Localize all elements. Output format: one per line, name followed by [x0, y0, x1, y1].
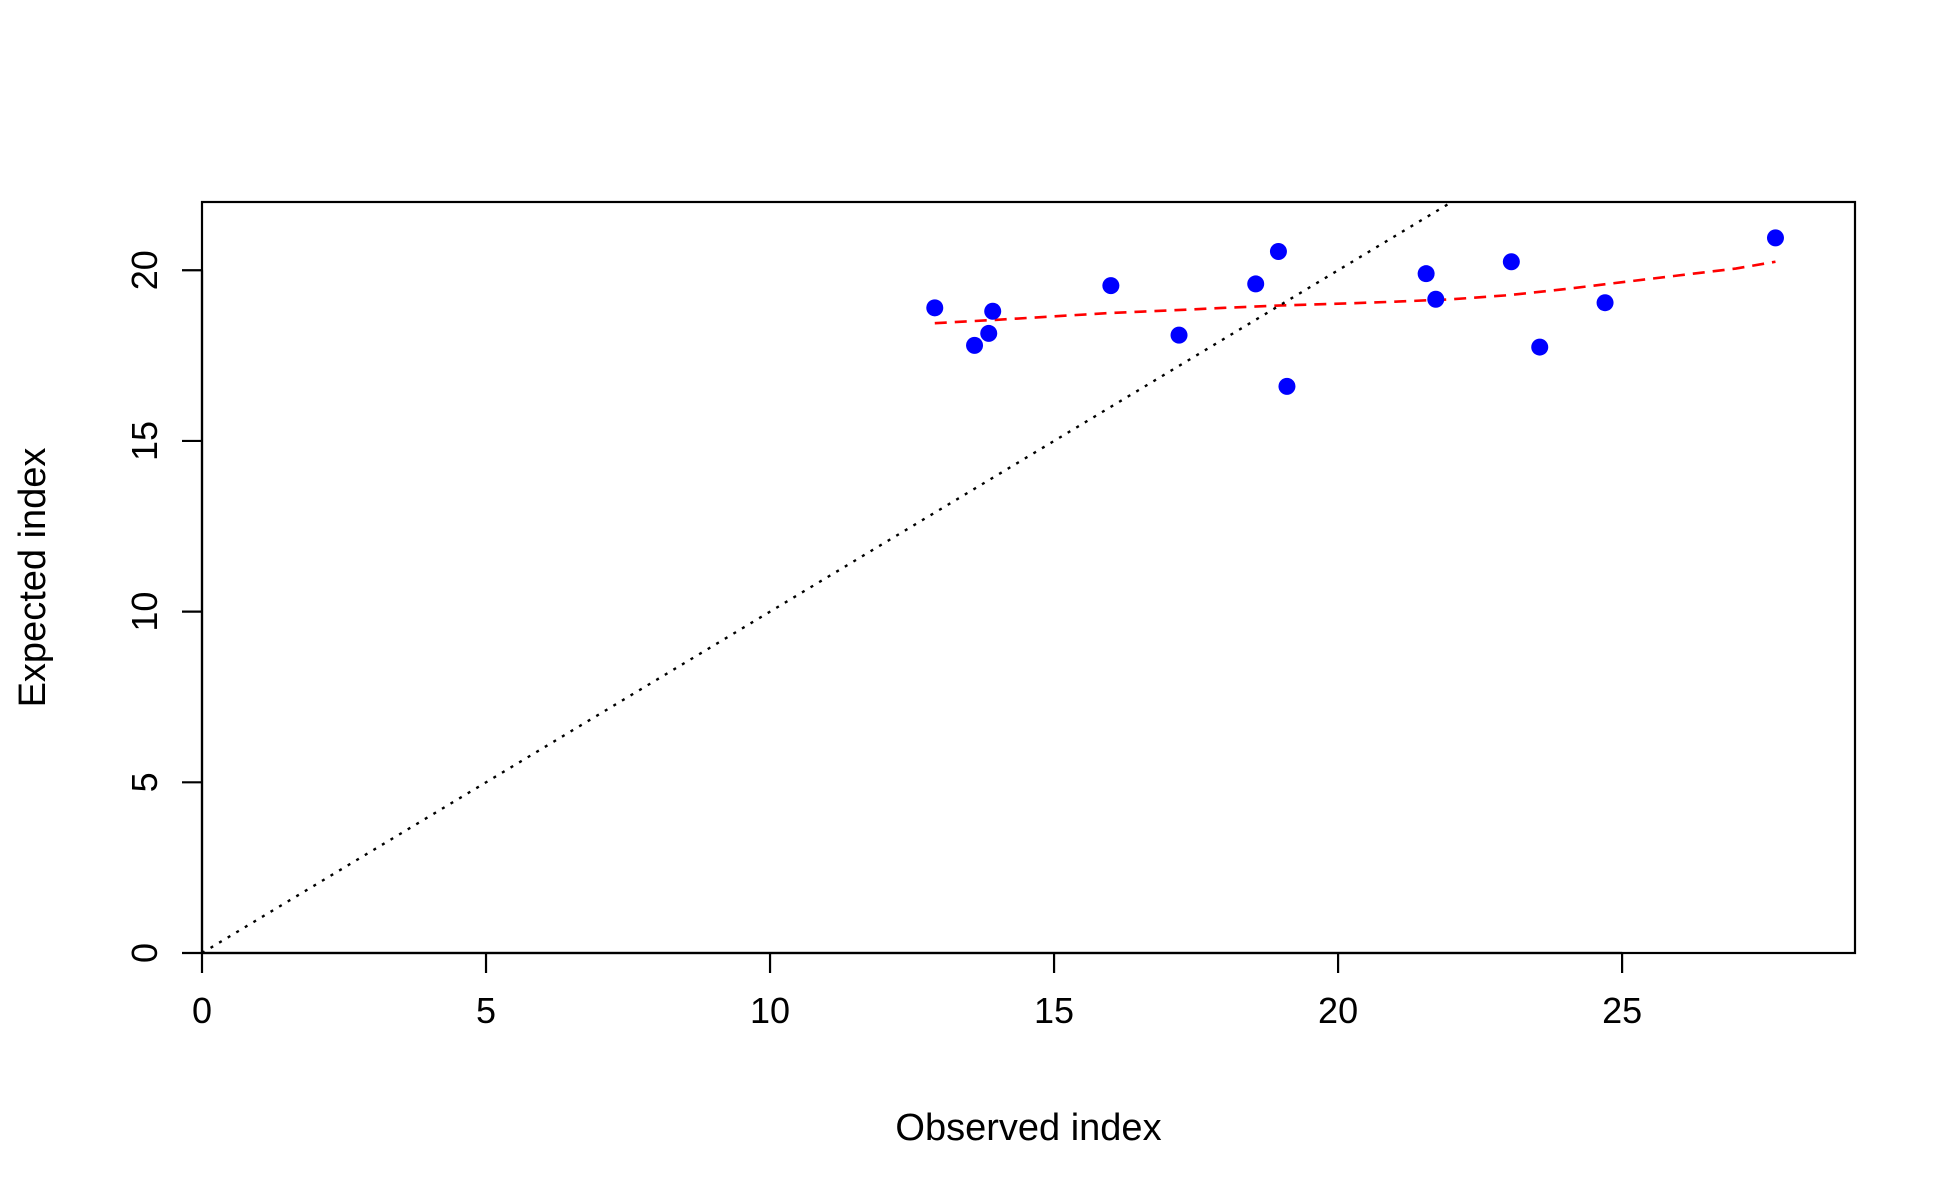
data-point [1766, 229, 1784, 247]
data-point [966, 336, 984, 354]
x-tick-label: 15 [1034, 990, 1074, 1031]
data-point [984, 302, 1002, 320]
x-tick-label: 25 [1602, 990, 1642, 1031]
data-point [1247, 275, 1265, 293]
x-axis-title: Observed index [895, 1107, 1161, 1149]
x-tick-label: 10 [750, 990, 790, 1031]
data-point [1502, 253, 1520, 271]
data-point [1427, 290, 1445, 308]
trend-line [934, 260, 1776, 325]
y-tick-label: 10 [124, 592, 165, 632]
y-axis-title: Expected index [12, 448, 54, 708]
data-point [926, 299, 944, 317]
data-point [1269, 242, 1287, 260]
data-point [1278, 377, 1296, 395]
data-point [1596, 294, 1614, 312]
data-point [1102, 277, 1120, 295]
y-tick-label: 5 [124, 772, 165, 792]
data-point [1417, 265, 1435, 283]
plot-frame [200, 200, 1857, 955]
reference-line-y-equals-x [202, 202, 1453, 953]
x-tick-label: 0 [192, 990, 212, 1031]
y-tick-label: 0 [124, 943, 165, 963]
x-tick-label: 20 [1318, 990, 1358, 1031]
x-tick-label: 5 [476, 990, 496, 1031]
y-tick-label: 15 [124, 421, 165, 461]
data-point [980, 324, 998, 342]
data-point [1170, 326, 1188, 344]
y-tick-label: 20 [124, 250, 165, 290]
data-point [1531, 338, 1549, 356]
